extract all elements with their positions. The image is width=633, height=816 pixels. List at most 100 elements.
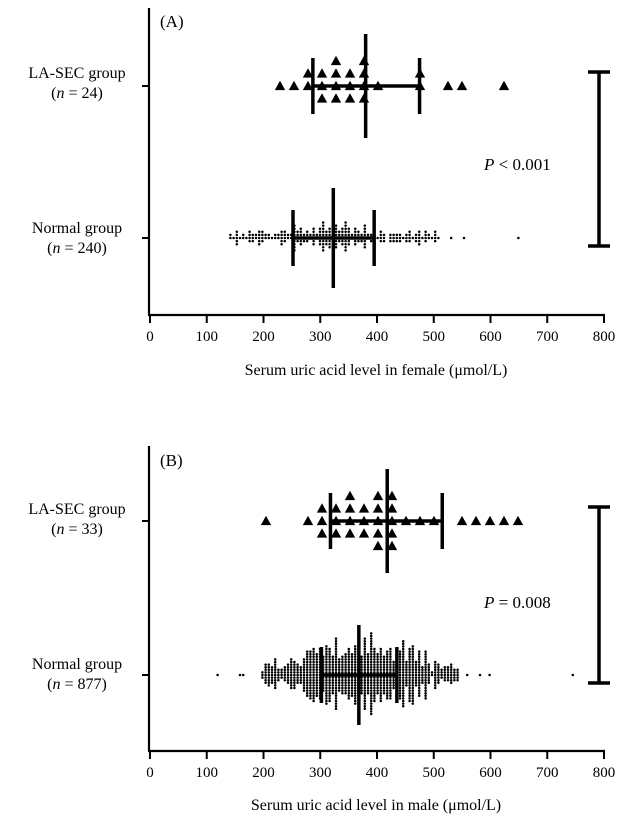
data-point-dot xyxy=(328,697,331,700)
data-point-dot xyxy=(363,699,367,703)
data-point-dot xyxy=(373,697,376,700)
data-point-dot xyxy=(344,660,347,664)
data-point-dot xyxy=(424,691,427,695)
data-point-dot xyxy=(385,684,389,687)
data-point-dot xyxy=(437,668,440,672)
data-point-dot xyxy=(366,658,370,661)
data-point-dot xyxy=(331,663,335,666)
data-point-dot xyxy=(408,686,411,690)
data-point-dot xyxy=(360,660,363,664)
la-sec-group-label: LA-SEC group xyxy=(28,501,125,518)
data-point-dot xyxy=(417,650,421,653)
data-point-dot xyxy=(267,668,271,672)
data-point-dot xyxy=(238,673,242,677)
data-point-dot xyxy=(437,673,440,677)
data-point-dot xyxy=(424,684,427,687)
data-point-dot xyxy=(299,668,303,672)
data-point-dot xyxy=(424,694,427,698)
data-point-dot xyxy=(267,678,271,682)
data-point-dot xyxy=(437,663,440,666)
data-point-dot xyxy=(270,236,274,240)
data-point-dot xyxy=(382,689,386,692)
data-point-dot xyxy=(373,652,376,656)
data-point-dot xyxy=(257,239,261,243)
data-point-triangle xyxy=(330,93,342,103)
data-point-dot xyxy=(366,652,370,656)
data-point-dot xyxy=(414,239,418,243)
data-point-dot xyxy=(337,658,341,661)
data-point-dot xyxy=(325,684,328,687)
data-point-dot xyxy=(401,676,405,679)
data-point-dot xyxy=(360,689,363,692)
data-point-dot xyxy=(379,665,383,669)
la-sec-group-label: LA-SEC group xyxy=(28,65,125,82)
data-point-dot xyxy=(312,673,315,677)
data-point-dot xyxy=(379,236,383,240)
data-point-dot xyxy=(312,684,315,687)
data-point-dot xyxy=(373,663,376,666)
data-point-dot xyxy=(433,665,437,669)
data-point-dot xyxy=(277,671,280,674)
normal-group-n-label: (n = 240) xyxy=(47,240,107,257)
data-point-dot xyxy=(293,681,296,685)
data-point-dot xyxy=(405,671,408,674)
data-point-dot xyxy=(382,684,386,687)
data-point-dot xyxy=(376,689,379,692)
data-point-dot xyxy=(433,684,437,687)
data-point-dot xyxy=(433,678,437,682)
data-point-dot xyxy=(389,647,392,651)
data-point-dot xyxy=(360,668,363,672)
data-point-dot xyxy=(261,239,264,243)
data-point-dot xyxy=(344,658,347,661)
data-point-dot xyxy=(382,655,386,659)
data-point-dot xyxy=(341,691,344,695)
data-point-dot xyxy=(328,233,331,237)
data-point-dot xyxy=(318,227,322,230)
data-point-dot xyxy=(389,694,392,698)
data-point-dot xyxy=(392,239,395,243)
data-point-dot xyxy=(405,660,408,664)
data-point-dot xyxy=(417,239,421,243)
data-point-dot xyxy=(350,658,354,661)
data-point-dot xyxy=(369,634,373,638)
data-point-dot xyxy=(251,239,255,243)
data-point-dot xyxy=(305,658,309,661)
x-tick-label: 200 xyxy=(252,765,275,781)
data-point-dot xyxy=(389,689,392,692)
data-point-dot xyxy=(389,655,392,659)
data-point-dot xyxy=(315,673,319,677)
data-point-dot xyxy=(379,650,383,653)
data-point-dot xyxy=(414,678,418,682)
data-point-dot xyxy=(299,681,303,685)
x-axis-title: Serum uric acid level in female (μmol/L) xyxy=(245,362,508,379)
data-point-dot xyxy=(433,660,437,664)
data-point-dot xyxy=(328,694,331,698)
data-point-dot xyxy=(437,676,440,679)
data-point-dot xyxy=(373,671,376,674)
data-point-dot xyxy=(363,224,367,227)
data-point-dot xyxy=(299,673,303,677)
x-tick-label: 100 xyxy=(196,765,219,781)
data-point-dot xyxy=(283,676,287,679)
data-point-dot xyxy=(366,660,370,664)
data-point-dot xyxy=(411,699,415,703)
data-point-dot xyxy=(398,678,402,682)
data-point-dot xyxy=(411,663,415,666)
data-point-dot xyxy=(433,681,437,685)
data-point-dot xyxy=(344,681,347,685)
data-point-dot xyxy=(277,668,280,672)
data-point-dot xyxy=(293,686,296,690)
data-point-dot xyxy=(331,676,335,679)
data-point-dot xyxy=(337,668,341,672)
data-point-dot xyxy=(353,686,357,690)
data-point-dot xyxy=(270,668,274,672)
data-point-dot xyxy=(347,233,351,237)
data-point-dot xyxy=(363,246,367,249)
data-point-dot xyxy=(405,673,408,677)
data-point-dot xyxy=(366,689,370,692)
data-point-dot xyxy=(437,671,440,674)
data-point-dot xyxy=(312,686,315,690)
data-point-dot xyxy=(344,249,347,252)
data-point-dot xyxy=(373,694,376,698)
data-point-dot xyxy=(401,704,405,708)
